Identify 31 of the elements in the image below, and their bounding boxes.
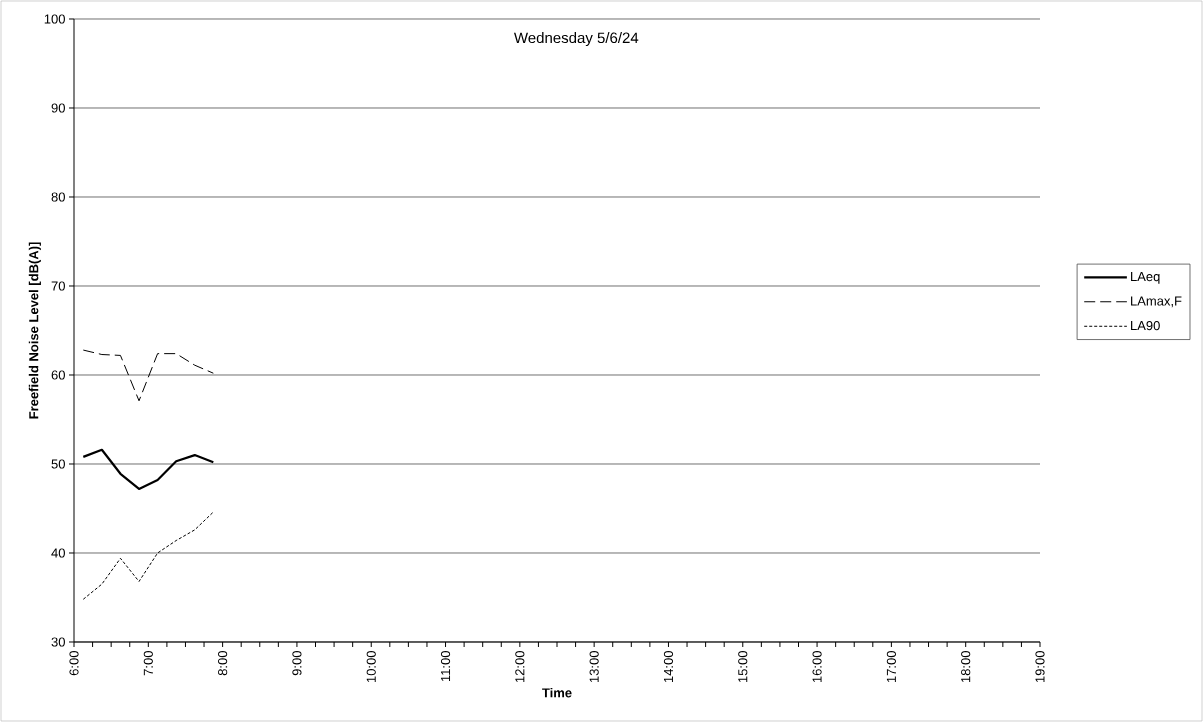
x-tick-label: 18:00 — [961, 651, 971, 683]
x-tick-label: 12:00 — [515, 651, 525, 683]
x-tick-label: 13:00 — [589, 651, 599, 683]
x-tick-label: 19:00 — [1035, 651, 1045, 683]
y-tick-label: 90 — [51, 103, 65, 113]
x-axis-title: Time — [542, 687, 572, 698]
y-tick-label: 60 — [51, 370, 65, 380]
text: Wednesday 5/6/24 — [513, 32, 639, 47]
x-tick-label: 14:00 — [663, 651, 674, 683]
y-tick-label: 50 — [51, 459, 65, 469]
x-tick-label: 11:00 — [440, 651, 451, 682]
legend-label: LA90 — [1131, 320, 1160, 331]
x-tick-label: 16:00 — [812, 651, 822, 683]
y-tick-label: 100 — [44, 14, 65, 24]
y-axis-title: Freefield Noise Level [dB(A)] — [28, 242, 41, 419]
y-tick-label: 40 — [51, 548, 65, 558]
y-tick-label: 70 — [51, 281, 65, 291]
legend-label: LAmax,F — [1131, 296, 1182, 308]
x-tick-label: 8:00 — [218, 651, 228, 676]
x-tick-label: 17:00 — [886, 651, 896, 683]
x-tick-label: 6:00 — [69, 651, 79, 676]
y-tick-label: 30 — [51, 637, 65, 647]
legend-label: LAeq — [1131, 272, 1160, 284]
x-tick-label: 15:00 — [738, 651, 748, 683]
line-series — [82, 349, 214, 402]
x-tick-label: 9:00 — [292, 651, 302, 676]
x-tick-label: 7:00 — [143, 651, 153, 676]
x-tick-label: 10:00 — [366, 651, 376, 683]
line-series — [82, 448, 215, 491]
line-series — [82, 511, 214, 600]
y-tick-label: 80 — [51, 192, 65, 202]
